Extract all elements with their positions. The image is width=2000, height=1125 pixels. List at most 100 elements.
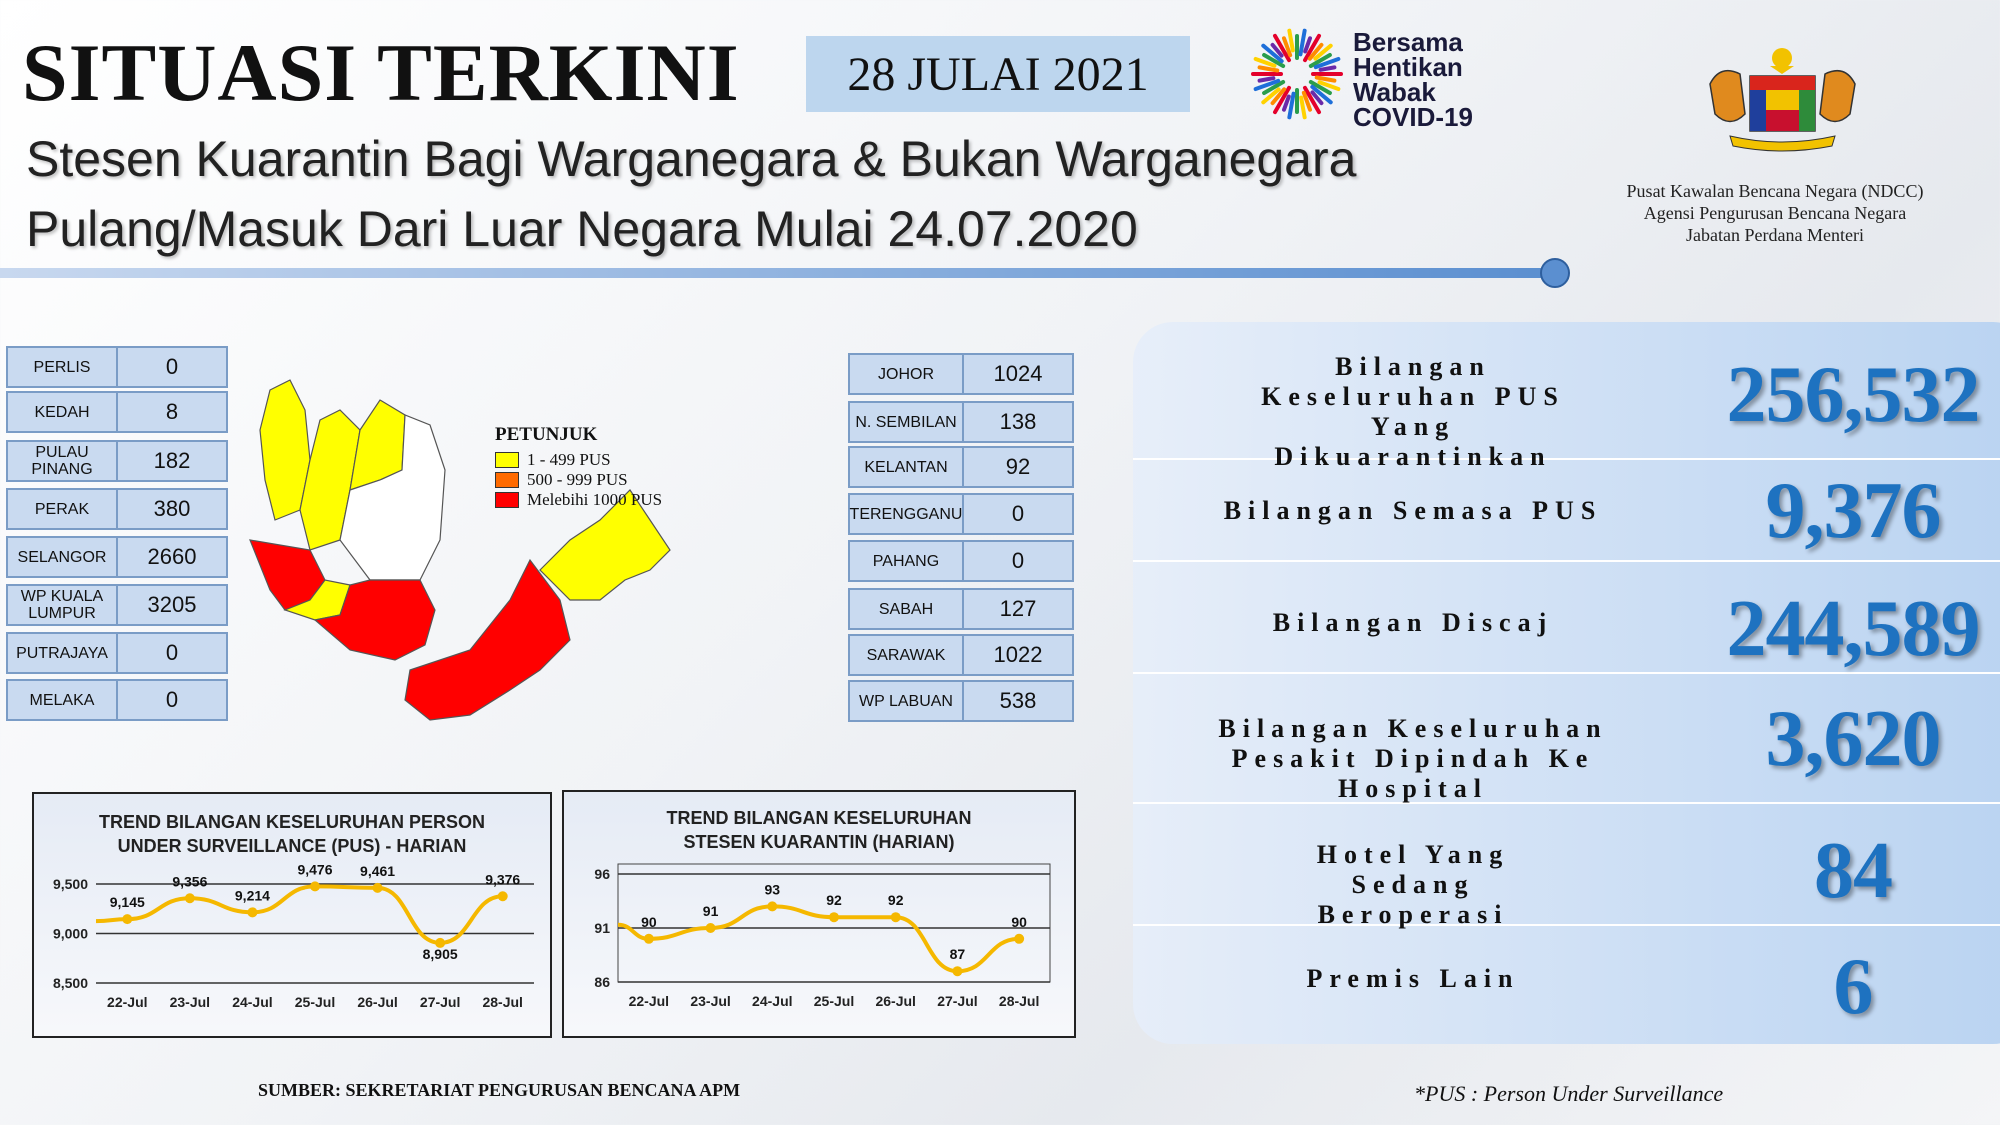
sunburst-ray (1253, 78, 1281, 92)
sunburst-ray (1287, 28, 1295, 53)
data-point (122, 914, 133, 925)
stat-value: 3,620 (1765, 695, 1942, 783)
sunburst-ray (1270, 87, 1287, 106)
data-label: 87 (950, 946, 966, 962)
data-label: 9,376 (485, 871, 520, 887)
data-point (372, 882, 383, 893)
state-row: WP LABUAN 538 (848, 680, 1074, 722)
series-line (95, 884, 503, 945)
data-point (497, 891, 508, 902)
sunburst-ray (1310, 84, 1333, 105)
data-label: 93 (764, 881, 780, 897)
state-row: SABAH 127 (848, 588, 1074, 630)
state-row: PUTRAJAYA 0 (6, 632, 228, 674)
state-row: PERLIS 0 (6, 346, 228, 388)
data-label: 92 (888, 892, 904, 908)
stats-panel (1133, 322, 2000, 1044)
sunburst-ray (1307, 42, 1324, 61)
data-point (247, 907, 258, 918)
map-johor (313, 579, 436, 661)
state-name: KELANTAN (850, 448, 964, 486)
agency-line: Agensi Pengurusan Bencana Negara (1643, 203, 1907, 223)
header-divider (0, 268, 1550, 278)
state-name: PAHANG (850, 542, 964, 580)
state-row: SELANGOR 2660 (6, 536, 228, 578)
data-point (643, 933, 654, 944)
data-point (705, 923, 716, 933)
state-value: 1022 (993, 642, 1043, 667)
stat-label: Premis Lain (1306, 964, 1520, 993)
state-value: 92 (1005, 454, 1031, 479)
stat-label: Bilangan Semasa PUS (1223, 496, 1603, 525)
sunburst-ray (1287, 91, 1296, 120)
sunburst-ray (1318, 65, 1337, 72)
state-row: MELAKA 0 (6, 679, 228, 721)
chart-title: TREND BILANGAN KESELURUHAN PERSON UNDER … (98, 812, 485, 856)
x-tick-label: 27-Jul (420, 994, 460, 1010)
state-name: PULAU PINANG (8, 442, 118, 480)
state-value: 380 (153, 496, 191, 521)
sunburst-ray (1273, 85, 1291, 115)
map-pahang-terengganu (339, 414, 446, 581)
y-tick-label: 8,500 (53, 975, 88, 991)
chart-title: TREND BILANGAN KESELURUHAN STESEN KUARAN… (666, 808, 972, 852)
data-label: 90 (641, 914, 657, 930)
legend-item: 500 - 999 PUS (495, 470, 662, 490)
x-tick-label: 25-Jul (295, 994, 335, 1010)
stat-value: 256,532 (1726, 351, 1981, 439)
sunburst-ray (1253, 56, 1277, 68)
x-tick-label: 23-Jul (690, 993, 730, 1009)
state-row: KELANTAN 92 (848, 446, 1074, 488)
stat-discharged: Bilangan Discaj 244,589 (1133, 562, 2000, 674)
x-tick-label: 24-Jul (232, 994, 272, 1010)
legend-item: Melebihi 1000 PUS (495, 490, 662, 510)
data-label: 91 (703, 903, 719, 919)
x-tick-label: 28-Jul (999, 993, 1039, 1009)
state-row: WP KUALA LUMPUR 3205 (6, 584, 228, 626)
sunburst-ray (1257, 76, 1276, 83)
data-label: 9,145 (110, 894, 145, 910)
y-tick-label: 9,000 (53, 926, 88, 942)
state-row: N. SEMBILAN 138 (848, 401, 1074, 443)
state-value: 0 (165, 640, 179, 665)
state-value: 8 (165, 399, 179, 424)
campaign-line: COVID-19 (1353, 102, 1473, 132)
data-point (310, 881, 320, 892)
campaign-line: Wabak (1353, 77, 1436, 107)
pus-trend-chart: TREND BILANGAN KESELURUHAN PERSON UNDER … (32, 792, 552, 1038)
sunburst-ray (1303, 85, 1321, 115)
coat-of-arms-icon (1709, 48, 1856, 152)
campaign-logo: Bersama Hentikan Wabak COVID-19 (1245, 22, 1485, 132)
data-label: 90 (1011, 914, 1027, 930)
sunburst-ray (1308, 80, 1332, 95)
agency-line: Pusat Kawalan Bencana Negara (NDCC) (1626, 181, 1924, 201)
x-tick-label: 27-Jul (937, 993, 977, 1009)
legend-label: 1 - 499 PUS (527, 450, 611, 469)
legend-item: 1 - 499 PUS (495, 450, 662, 470)
state-name: SABAH (850, 590, 964, 628)
state-value: 127 (999, 596, 1037, 621)
sunburst-ray (1313, 56, 1341, 70)
stat-hotels: Hotel Yang Sedang Beroperasi 84 (1133, 804, 2000, 929)
sunburst-ray (1261, 87, 1281, 105)
y-tick-label: 9,500 (53, 876, 88, 892)
x-tick-label: 22-Jul (629, 993, 669, 1009)
data-point (952, 966, 963, 977)
state-name: MELAKA (8, 681, 118, 719)
campaign-line: Bersama (1353, 27, 1463, 57)
data-point (435, 937, 446, 948)
state-name: KEDAH (8, 393, 118, 431)
stat-label: Bilangan Discaj (1272, 608, 1554, 637)
malaysia-map (249, 379, 671, 721)
map-legend: PETUNJUK 1 - 499 PUS 500 - 999 PUS Meleb… (495, 424, 662, 510)
data-point (829, 912, 839, 923)
x-tick-label: 23-Jul (170, 994, 210, 1010)
stat-label: Bilangan Keseluruhan Pesakit Dipindah Ke… (1218, 714, 1608, 803)
sunburst-ray (1282, 94, 1291, 112)
sunburst-ray (1298, 28, 1307, 57)
subtitle-line-1: Stesen Kuarantin Bagi Warganegara & Buka… (26, 131, 1357, 187)
sunburst-ray (1299, 95, 1307, 120)
pus-trend-plot: 8,500 9,000 9,500 22-Jul 23-Jul 24-Jul 25-Jul 2… (53, 861, 534, 1010)
stations-trend-plot: 86 91 96 22-Jul 23-Jul 24-Jul 25-Jul 26-Jul 27-J… (594, 863, 1051, 1009)
stat-value: 84 (1814, 827, 1893, 915)
